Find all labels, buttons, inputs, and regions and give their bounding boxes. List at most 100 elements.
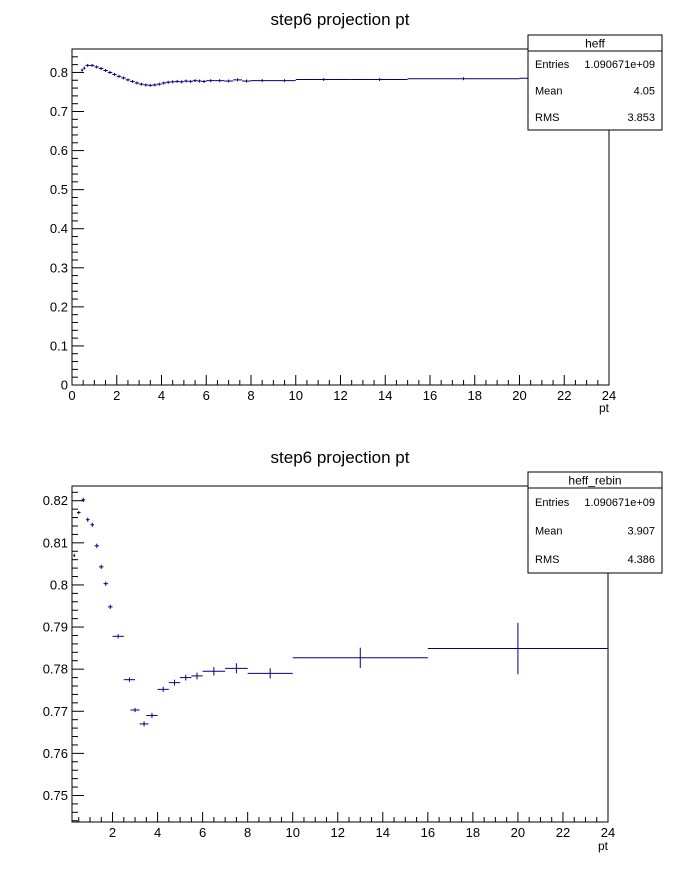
data-point [157,686,169,692]
data-point [108,604,113,609]
data-point [85,63,90,67]
data-point [83,66,86,70]
data-point [242,79,251,83]
y-tick-label: 0.78 [43,662,68,677]
x-tick-label: 4 [154,825,161,840]
efficiency-chart-rebinned: step6 projection pt 0.75 0.76 0.77 0.78 0.79… [43,448,663,853]
stats-histogram-name: heff_rebin [568,474,621,488]
x-tick-label: 6 [199,825,206,840]
stats-box-frame [527,471,663,574]
stats-box[interactable]: heff Entries 1.090671e+09 Mean 4.05 RMS 3.853 [527,34,663,131]
stats-row-label: RMS [535,554,559,566]
data-point [251,79,274,83]
data-point [351,77,408,81]
data-point [407,77,520,81]
y-tick-label: 0.5 [50,182,68,197]
stats-row-value: 3.853 [627,112,655,124]
data-point [90,522,95,527]
data-point [112,72,117,76]
stats-row-value: 1.090671e+09 [584,497,655,509]
x-tick-label: 22 [557,388,571,403]
stats-row-value: 4.05 [634,86,655,98]
x-axis-label: pt [598,839,609,853]
axes: 00.10.20.30.40.50.60.70.80 2 4 6 8 10 12 14 16 18… [50,48,616,403]
y-tick-label: 0 [61,378,68,393]
histogram-pad-top: step6 projection pt 0 0.1 0.2 0.3 0.4 0.5 0.6 0… [50,10,663,415]
stats-histogram-name: heff [585,37,605,51]
data-point [192,79,198,83]
y-tick-label: 0.6 [50,143,68,158]
y-tick-label: 0.81 [43,535,68,550]
x-tick-label: 10 [289,388,303,403]
stats-row-value: 3.907 [627,526,655,538]
y-tick-label: 0.8 [50,65,68,80]
data-point [134,81,140,85]
data-point [123,677,136,682]
y-tick-label: 0.75 [43,788,68,803]
x-tick-label: 12 [331,825,345,840]
data-point [233,78,243,82]
data-point [202,667,226,676]
plot-frame [71,485,609,823]
data-point [121,76,126,80]
x-tick-label: 18 [466,825,480,840]
data-point [292,647,428,668]
y-tick-label: 0.82 [43,493,68,508]
data-point [107,70,113,74]
data-point [116,74,122,78]
data-point [168,679,181,686]
data-point [206,79,216,83]
data-point [89,63,95,67]
x-tick-label: 8 [247,388,254,403]
x-axis-label: pt [599,401,610,415]
x-tick-label: 24 [601,825,615,840]
x-tick-label: 0 [68,388,75,403]
stats-row-label: Mean [535,86,563,98]
data-point [157,82,162,86]
data-point [139,721,149,727]
x-tick-label: 14 [376,825,390,840]
data-point [146,712,158,718]
data-point [103,581,109,586]
data-point [161,81,166,85]
x-tick-label: 12 [333,388,347,403]
data-point [148,83,153,87]
data-point [76,510,81,515]
stats-row-label: RMS [535,112,559,124]
data-points [73,497,608,727]
y-tick-label: 0.76 [43,746,68,761]
data-point [85,517,90,522]
data-point [112,634,124,639]
x-tick-label: 6 [203,388,210,403]
stats-box[interactable]: heff_rebin Entries 1.090671e+09 Mean 3.907 RM… [527,471,663,574]
data-point [103,68,108,72]
stats-row-label: Mean [535,526,563,538]
histogram-pad-bottom: step6 projection pt 0.75 0.76 0.77 0.78 0.79… [0,437,684,874]
data-point [98,67,104,71]
x-tick-label: 20 [512,388,526,403]
x-tick-label: 8 [244,825,251,840]
y-tick-label: 0.4 [50,221,68,236]
data-point [273,79,296,83]
data-point [139,82,144,86]
data-point [183,79,189,83]
data-point [170,80,175,84]
y-tick-label: 0.79 [43,620,68,635]
x-tick-label: 18 [468,388,482,403]
data-point [152,83,158,87]
x-tick-label: 20 [511,825,525,840]
data-point [188,79,193,83]
data-point [165,80,171,84]
data-point [94,65,99,69]
x-tick-label: 22 [556,825,570,840]
stats-row-value: 4.386 [627,554,655,566]
stats-row-label: Entries [535,497,570,509]
y-tick-label: 0.77 [43,704,68,719]
x-tick-label: 2 [109,825,116,840]
axes: 0.750.760.770.780.790.80.810.822 4 6 8 10 12 1… [43,485,615,840]
data-points [80,63,609,87]
data-point [224,79,234,83]
data-point [180,674,192,681]
x-tick-label: 16 [423,388,437,403]
data-point [225,663,248,674]
